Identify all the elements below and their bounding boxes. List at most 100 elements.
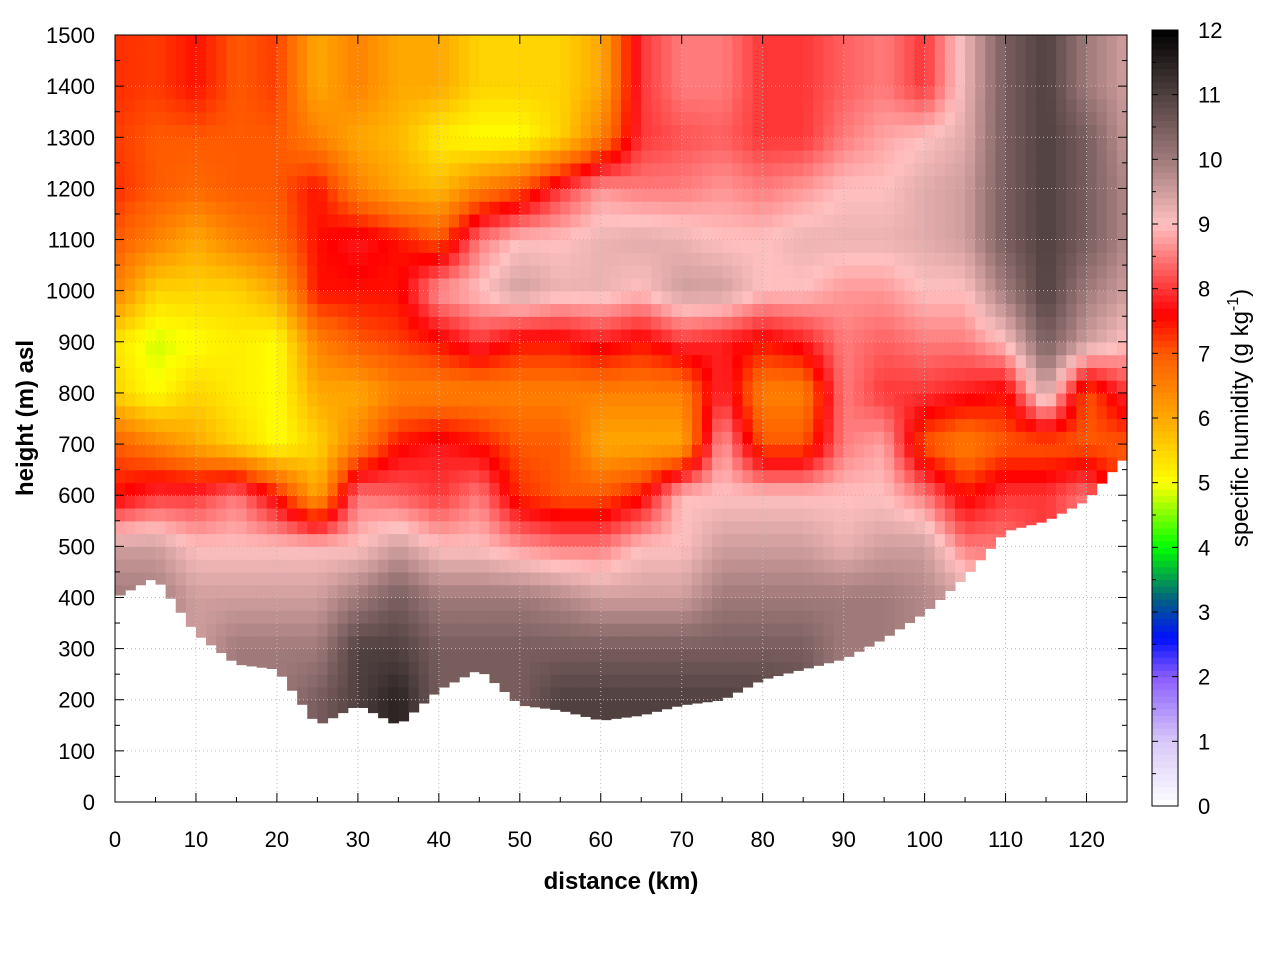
heatmap-cell — [672, 623, 683, 636]
heatmap-cell — [166, 150, 177, 163]
heatmap-cell — [226, 508, 237, 521]
heatmap-cell — [935, 99, 946, 112]
heatmap-cell — [945, 470, 956, 483]
heatmap-cell — [702, 124, 713, 137]
heatmap-cell — [196, 176, 207, 189]
heatmap-cell — [1066, 150, 1077, 163]
heatmap-cell — [176, 559, 187, 572]
heatmap-cell — [884, 546, 895, 559]
heatmap-cell — [692, 380, 703, 393]
heatmap-cell — [864, 342, 875, 355]
heatmap-cell — [267, 521, 278, 534]
heatmap-cell — [176, 406, 187, 419]
heatmap-cell — [712, 227, 723, 240]
heatmap-cell — [560, 457, 571, 470]
heatmap-cell — [803, 99, 814, 112]
heatmap-cell — [823, 48, 834, 61]
heatmap-cell — [631, 112, 642, 125]
heatmap-cell — [722, 661, 733, 674]
heatmap-cell — [449, 73, 460, 86]
heatmap-cell — [682, 35, 693, 48]
heatmap-cell — [328, 649, 339, 662]
heatmap-cell — [419, 406, 430, 419]
heatmap-cell — [459, 35, 470, 48]
heatmap-cell — [1016, 112, 1027, 125]
heatmap-cell — [196, 559, 207, 572]
heatmap-cell — [793, 252, 804, 265]
heatmap-cell — [540, 150, 551, 163]
heatmap-cell — [368, 99, 379, 112]
heatmap-cell — [753, 444, 764, 457]
heatmap-cell — [216, 546, 227, 559]
heatmap-cell — [267, 342, 278, 355]
heatmap-cell — [1076, 112, 1087, 125]
heatmap-cell — [388, 508, 399, 521]
y-tick-label: 600 — [58, 483, 95, 508]
heatmap-cell — [358, 329, 369, 342]
heatmap-cell — [520, 214, 531, 227]
heatmap-cell — [712, 163, 723, 176]
heatmap-cell — [935, 457, 946, 470]
heatmap-cell — [368, 355, 379, 368]
heatmap-cell — [267, 546, 278, 559]
heatmap-cell — [135, 457, 146, 470]
heatmap-cell — [783, 431, 794, 444]
heatmap-cell — [449, 355, 460, 368]
heatmap-cell — [803, 329, 814, 342]
heatmap-cell — [975, 406, 986, 419]
heatmap-cell — [1117, 393, 1128, 406]
heatmap-cell — [408, 150, 419, 163]
heatmap-cell — [398, 137, 409, 150]
heatmap-cell — [864, 124, 875, 137]
heatmap-cell — [570, 482, 581, 495]
heatmap-cell — [439, 342, 450, 355]
heatmap-cell — [550, 661, 561, 674]
heatmap-cell — [307, 265, 318, 278]
heatmap-cell — [530, 150, 541, 163]
heatmap-cell — [925, 495, 936, 508]
heatmap-cell — [216, 227, 227, 240]
heatmap-cell — [783, 508, 794, 521]
heatmap-cell — [449, 124, 460, 137]
heatmap-cell — [682, 124, 693, 137]
heatmap-cell — [864, 444, 875, 457]
heatmap-cell — [884, 265, 895, 278]
heatmap-cell — [358, 406, 369, 419]
heatmap-cell — [358, 61, 369, 74]
heatmap-cell — [874, 240, 885, 253]
heatmap-cell — [449, 521, 460, 534]
heatmap-cell — [935, 508, 946, 521]
heatmap-cell — [783, 495, 794, 508]
heatmap-cell — [510, 393, 521, 406]
heatmap-cell — [1066, 303, 1077, 316]
heatmap-cell — [935, 61, 946, 74]
heatmap-cell — [1006, 367, 1017, 380]
heatmap-cell — [854, 508, 865, 521]
heatmap-cell — [500, 227, 511, 240]
heatmap-cell — [753, 495, 764, 508]
heatmap-cell — [540, 227, 551, 240]
heatmap-cell — [823, 240, 834, 253]
heatmap-cell — [601, 35, 612, 48]
heatmap-cell — [328, 419, 339, 432]
heatmap-cell — [145, 572, 156, 580]
heatmap-cell — [489, 124, 500, 137]
heatmap-cell — [449, 380, 460, 393]
heatmap-cell — [742, 661, 753, 674]
heatmap-cell — [1117, 380, 1128, 393]
heatmap-cell — [297, 112, 308, 125]
heatmap-cell — [844, 457, 855, 470]
heatmap-cell — [651, 636, 662, 649]
heatmap-cell — [530, 508, 541, 521]
heatmap-cell — [398, 713, 409, 722]
heatmap-cell — [975, 252, 986, 265]
heatmap-cell — [884, 393, 895, 406]
heatmap-cell — [348, 393, 359, 406]
heatmap-cell — [307, 73, 318, 86]
heatmap-cell — [388, 546, 399, 559]
heatmap-cell — [591, 342, 602, 355]
heatmap-cell — [439, 291, 450, 304]
heatmap-cell — [378, 150, 389, 163]
heatmap-cell — [783, 534, 794, 547]
heatmap-cell — [834, 303, 845, 316]
